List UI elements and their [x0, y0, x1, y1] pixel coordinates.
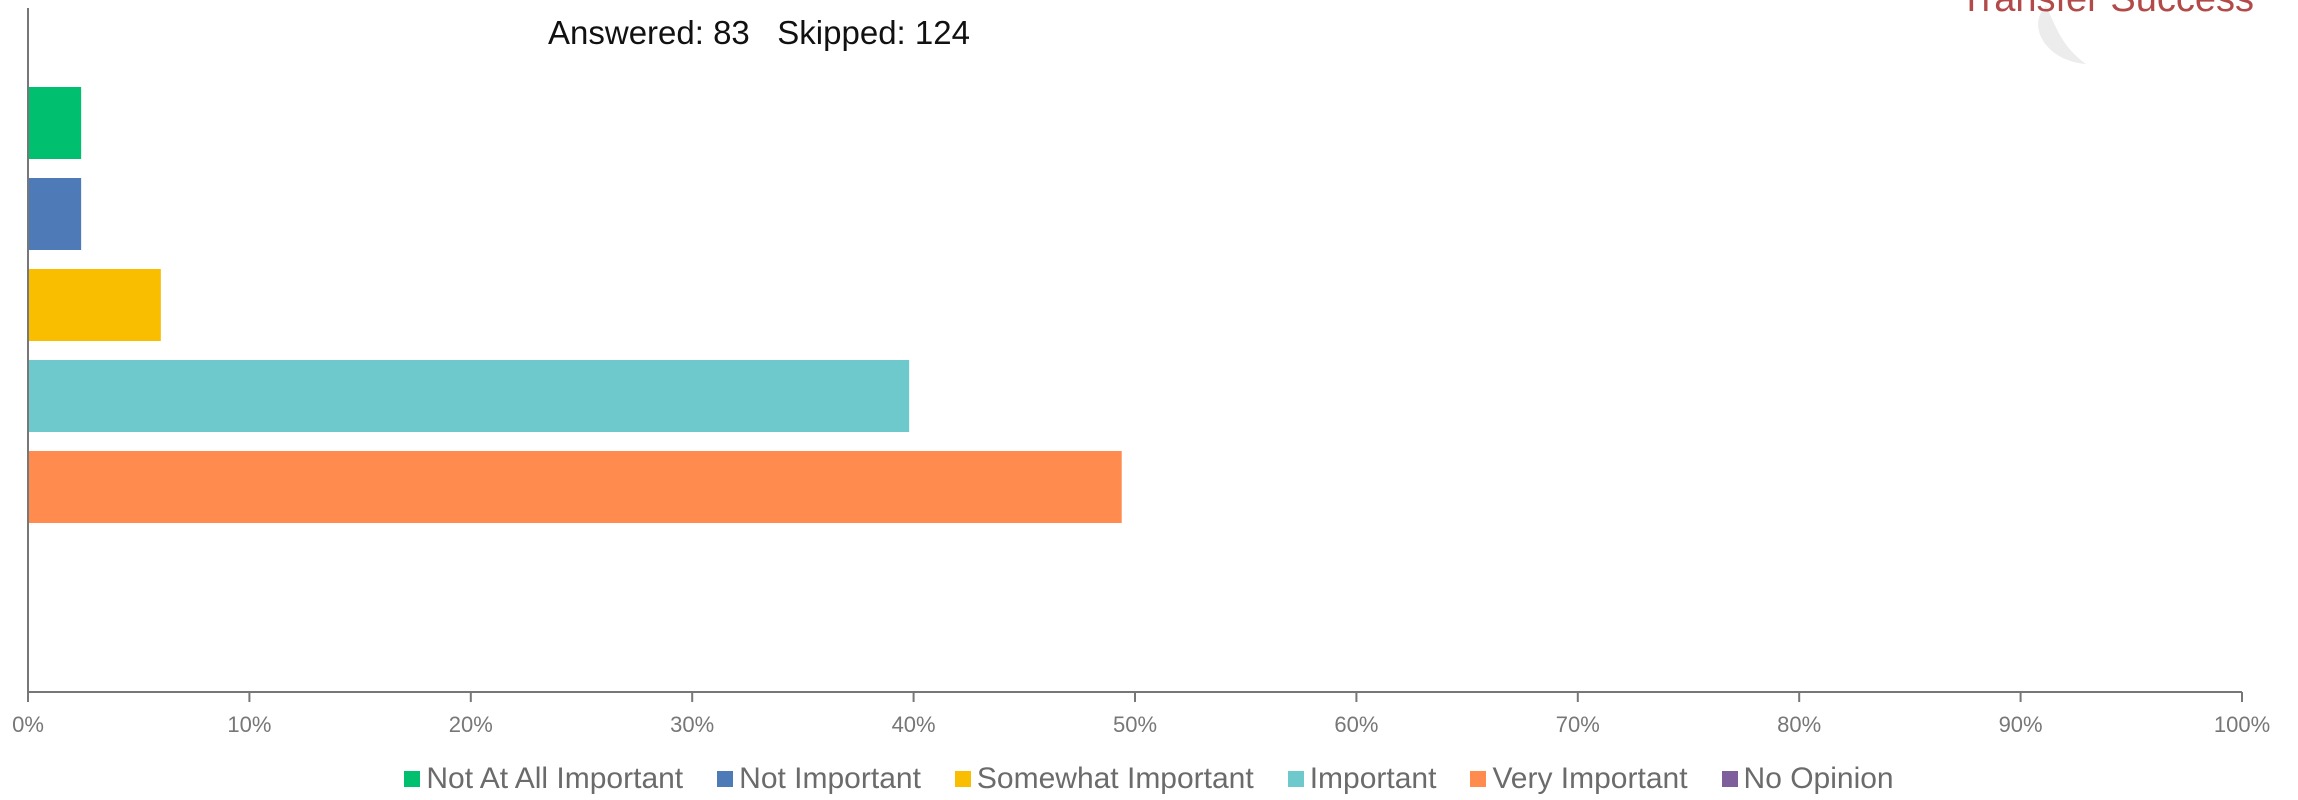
- x-tick-label: 20%: [449, 712, 493, 737]
- bar-not-important: [29, 178, 82, 250]
- legend-swatch: [1470, 771, 1487, 787]
- legend-label: Somewhat Important: [976, 762, 1254, 795]
- x-tick-label: 0%: [12, 712, 44, 737]
- legend-label: Not Important: [739, 762, 921, 795]
- legend-label: Very Important: [1492, 762, 1688, 795]
- legend-swatch: [404, 771, 421, 787]
- legend-swatch: [954, 771, 971, 787]
- legend-item: Important: [1287, 762, 1437, 796]
- legend-item: Not Important: [717, 762, 921, 796]
- bar-somewhat-important: [29, 269, 161, 341]
- chart-legend: Not At All Important Not Important Somewha…: [0, 762, 2298, 796]
- x-tick-label: 70%: [1556, 712, 1600, 737]
- bar-very-important: [29, 451, 1122, 523]
- x-tick-label: 100%: [2214, 712, 2270, 737]
- x-tick-label: 50%: [1113, 712, 1157, 737]
- legend-label: Not At All Important: [426, 762, 684, 795]
- legend-item: No Opinion: [1721, 762, 1894, 796]
- bar-important: [29, 360, 910, 432]
- x-tick-label: 80%: [1777, 712, 1821, 737]
- x-axis-ticks: 0% 10% 20% 30% 40% 50% 60% 70% 80% 90% 100%: [12, 692, 2270, 737]
- legend-item: Not At All Important: [404, 762, 683, 796]
- legend-swatch: [1287, 771, 1304, 787]
- legend-swatch: [717, 771, 734, 787]
- bar-not-at-all-important: [29, 87, 82, 159]
- legend-label: No Opinion: [1743, 762, 1894, 795]
- bar-chart: 0% 10% 20% 30% 40% 50% 60% 70% 80% 90% 100%: [12, 8, 2270, 737]
- logo-text: Transfer Success: [1960, 0, 2254, 21]
- x-tick-label: 90%: [1999, 712, 2043, 737]
- chart-axes: [27, 8, 2242, 693]
- legend-swatch: [1721, 771, 1738, 787]
- legend-item: Somewhat Important: [954, 762, 1254, 796]
- x-tick-label: 60%: [1334, 712, 1378, 737]
- x-tick-label: 40%: [892, 712, 936, 737]
- leaf-logo-icon: [2038, 6, 2086, 64]
- brand-logo: Transfer Success: [1834, 0, 2254, 78]
- x-tick-label: 10%: [227, 712, 271, 737]
- x-tick-label: 30%: [670, 712, 714, 737]
- chart-bars: [29, 87, 1122, 523]
- response-summary: Answered: 83 Skipped: 124: [548, 14, 970, 51]
- legend-label: Important: [1309, 762, 1437, 795]
- legend-item: Very Important: [1470, 762, 1688, 796]
